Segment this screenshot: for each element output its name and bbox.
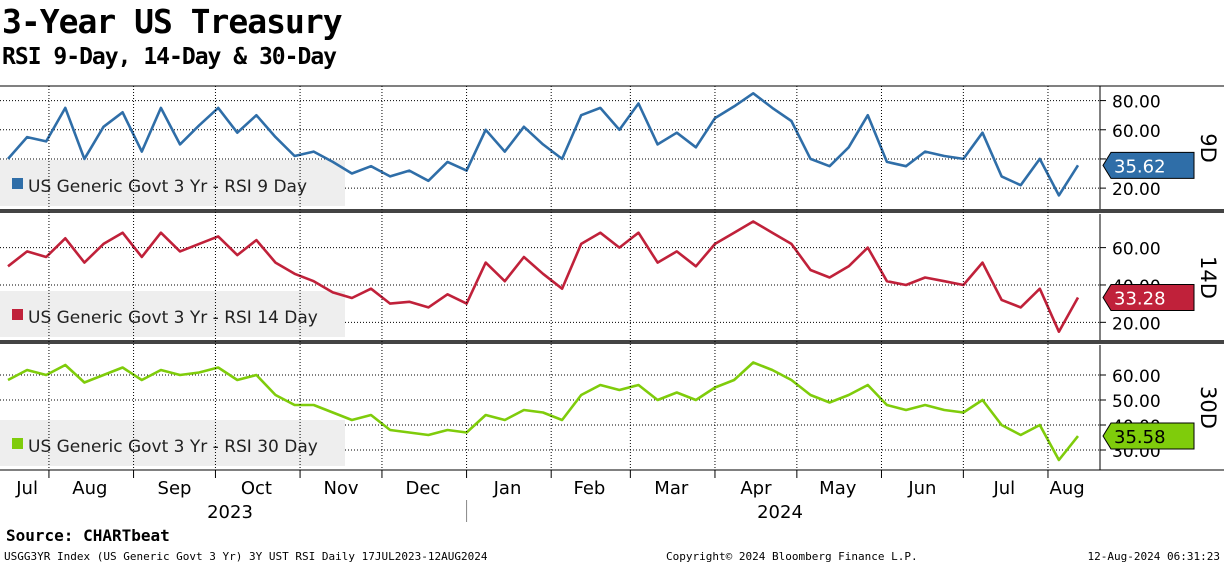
last-value-tag: [1102, 422, 1195, 450]
chart-subtitle: RSI 9-Day, 14-Day & 30-Day: [2, 44, 337, 70]
month-label: Mar: [654, 478, 689, 499]
panel-side-label: 14D: [1196, 256, 1220, 299]
year-label: 2024: [757, 502, 803, 523]
legend-swatch: [12, 438, 23, 449]
month-label: May: [819, 478, 857, 499]
year-label: 2023: [207, 502, 253, 523]
legend-label: US Generic Govt 3 Yr - RSI 9 Day: [28, 177, 307, 197]
legend-swatch: [12, 178, 23, 189]
y-tick-label: 80.00: [1112, 93, 1161, 113]
last-value-label: 35.58: [1114, 427, 1166, 448]
rsi14-line: [7, 220, 1080, 333]
legend-label: US Generic Govt 3 Yr - RSI 14 Day: [28, 308, 318, 328]
legend-swatch: [12, 309, 23, 320]
legend-label: US Generic Govt 3 Yr - RSI 30 Day: [28, 437, 318, 457]
panel-side-label: 30D: [1196, 386, 1220, 429]
month-label: Apr: [740, 478, 772, 499]
rsi30-line: [7, 361, 1080, 462]
footer-copyright: Copyright© 2024 Bloomberg Finance L.P.: [666, 550, 918, 563]
last-value-label: 35.62: [1114, 156, 1166, 177]
month-label: Sep: [158, 478, 192, 499]
month-label: Aug: [1050, 478, 1085, 499]
month-label: Oct: [241, 478, 272, 499]
month-label: Dec: [405, 478, 440, 499]
month-label: Jul: [15, 478, 38, 499]
chart-title: 3-Year US Treasury: [2, 2, 343, 41]
y-tick-label: 60.00: [1112, 367, 1161, 387]
month-label: Jun: [907, 478, 936, 499]
rsi9-line: [7, 92, 1080, 197]
legend-box: [0, 160, 345, 206]
y-tick-label: 60.00: [1112, 240, 1161, 260]
source-note: Source: CHARTbeat: [6, 526, 170, 545]
month-label: Jul: [992, 478, 1015, 499]
month-label: Nov: [323, 478, 358, 499]
y-tick-label: 50.00: [1112, 392, 1161, 412]
month-label: Jan: [493, 478, 522, 499]
y-tick-label: 20.00: [1112, 180, 1161, 200]
last-value-tag: [1102, 151, 1195, 179]
footer-timestamp: 12-Aug-2024 06:31:23: [1087, 550, 1220, 563]
legend-box: [0, 291, 345, 337]
y-tick-label: 60.00: [1112, 122, 1161, 142]
month-label: Aug: [72, 478, 107, 499]
legend-box: [0, 420, 345, 466]
footer-index-info: USGG3YR Index (US Generic Govt 3 Yr) 3Y …: [4, 550, 488, 563]
last-value-label: 33.28: [1114, 289, 1166, 310]
y-tick-label: 20.00: [1112, 314, 1161, 334]
last-value-tag: [1102, 284, 1195, 312]
panel-side-label: 9D: [1196, 133, 1220, 163]
month-label: Feb: [573, 478, 605, 499]
